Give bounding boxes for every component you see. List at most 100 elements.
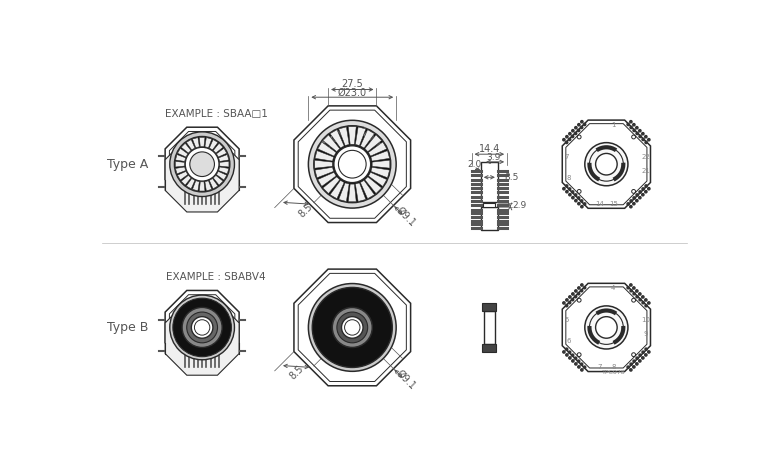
- Polygon shape: [360, 180, 374, 199]
- Text: Ø23.0: Ø23.0: [338, 87, 367, 98]
- Polygon shape: [186, 140, 195, 150]
- Circle shape: [308, 283, 396, 371]
- Polygon shape: [213, 175, 223, 185]
- Text: Type B: Type B: [107, 321, 149, 334]
- Polygon shape: [219, 161, 229, 167]
- Circle shape: [627, 287, 629, 289]
- Circle shape: [578, 287, 580, 289]
- Circle shape: [639, 298, 641, 301]
- Circle shape: [630, 121, 632, 123]
- Bar: [482, 345, 497, 352]
- Polygon shape: [176, 155, 186, 161]
- Polygon shape: [169, 295, 235, 360]
- Text: EXAMPLE : SBABV4: EXAMPLE : SBABV4: [166, 273, 266, 282]
- Polygon shape: [294, 269, 410, 386]
- Bar: [480, 162, 497, 202]
- Polygon shape: [178, 149, 188, 157]
- Circle shape: [639, 135, 641, 138]
- Circle shape: [578, 124, 580, 126]
- Circle shape: [337, 312, 367, 343]
- Polygon shape: [205, 138, 212, 148]
- Circle shape: [630, 369, 632, 371]
- Circle shape: [633, 203, 635, 205]
- Polygon shape: [192, 181, 199, 191]
- Polygon shape: [365, 177, 382, 194]
- Circle shape: [581, 126, 583, 129]
- Polygon shape: [365, 135, 382, 152]
- Polygon shape: [178, 172, 188, 180]
- Circle shape: [581, 121, 583, 123]
- Circle shape: [581, 200, 583, 202]
- Circle shape: [172, 298, 231, 357]
- Circle shape: [312, 287, 392, 368]
- Circle shape: [636, 296, 638, 298]
- Circle shape: [633, 366, 635, 368]
- Circle shape: [333, 307, 372, 347]
- Circle shape: [572, 130, 574, 132]
- Circle shape: [633, 287, 635, 289]
- Polygon shape: [176, 161, 185, 167]
- Circle shape: [630, 290, 632, 292]
- Circle shape: [633, 124, 635, 126]
- Circle shape: [578, 360, 580, 362]
- Polygon shape: [360, 130, 374, 148]
- Circle shape: [572, 360, 574, 362]
- Text: 14: 14: [595, 201, 604, 207]
- Polygon shape: [356, 183, 366, 202]
- Circle shape: [169, 132, 234, 196]
- Circle shape: [574, 200, 577, 202]
- Circle shape: [185, 147, 219, 181]
- Polygon shape: [371, 167, 390, 178]
- Circle shape: [571, 354, 574, 356]
- Polygon shape: [199, 137, 205, 147]
- Text: 8.5: 8.5: [288, 363, 306, 381]
- Text: 8.5: 8.5: [297, 202, 315, 219]
- Circle shape: [638, 293, 641, 295]
- Circle shape: [645, 305, 648, 307]
- Text: 10: 10: [641, 318, 651, 323]
- Circle shape: [566, 354, 568, 356]
- Text: 8: 8: [611, 364, 615, 370]
- Polygon shape: [205, 181, 212, 191]
- Polygon shape: [181, 143, 191, 153]
- Circle shape: [584, 366, 586, 368]
- Polygon shape: [165, 127, 239, 201]
- Circle shape: [191, 317, 213, 338]
- Circle shape: [638, 360, 641, 362]
- Polygon shape: [330, 130, 344, 148]
- Text: 8: 8: [567, 175, 571, 181]
- Circle shape: [565, 141, 567, 143]
- Text: 22: 22: [641, 154, 650, 160]
- Text: 27.5: 27.5: [341, 79, 363, 89]
- Circle shape: [644, 135, 647, 138]
- Text: 2.9: 2.9: [512, 201, 527, 210]
- Polygon shape: [348, 184, 357, 202]
- Circle shape: [633, 197, 635, 199]
- Text: Ø9.1: Ø9.1: [394, 205, 418, 228]
- Text: 5: 5: [564, 318, 569, 323]
- Circle shape: [578, 366, 580, 368]
- Circle shape: [574, 290, 577, 292]
- Circle shape: [568, 302, 571, 304]
- Text: LED 1: LED 1: [323, 128, 346, 150]
- Circle shape: [568, 138, 571, 141]
- Circle shape: [308, 120, 396, 208]
- Circle shape: [596, 317, 618, 338]
- Polygon shape: [371, 151, 390, 161]
- Circle shape: [566, 190, 568, 193]
- Circle shape: [585, 142, 628, 186]
- Text: 8.5: 8.5: [504, 173, 519, 182]
- Text: 15: 15: [609, 201, 618, 207]
- Polygon shape: [192, 138, 199, 148]
- Circle shape: [639, 191, 641, 193]
- Polygon shape: [199, 182, 205, 191]
- Bar: [480, 207, 497, 230]
- Circle shape: [642, 302, 644, 304]
- Text: LED 24: LED 24: [357, 126, 383, 152]
- Circle shape: [569, 296, 571, 298]
- Circle shape: [568, 351, 571, 353]
- Circle shape: [574, 357, 577, 360]
- Text: 2.0: 2.0: [467, 160, 482, 170]
- Circle shape: [342, 317, 363, 338]
- Circle shape: [581, 363, 583, 365]
